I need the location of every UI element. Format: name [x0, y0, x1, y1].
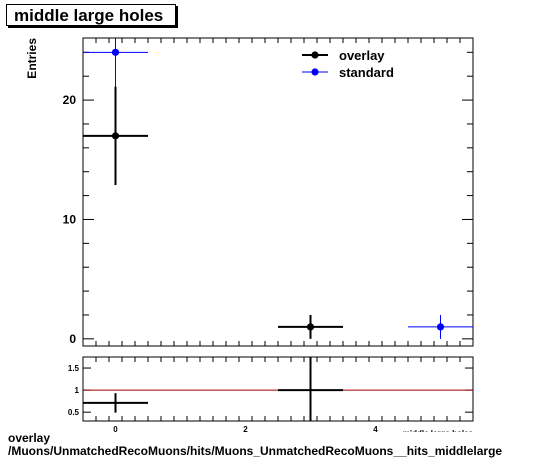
legend-entry-standard: standard — [339, 65, 394, 80]
main-plot-frame — [82, 37, 474, 347]
overlay-point — [306, 323, 315, 331]
main-y-tick-label: 10 — [63, 212, 77, 226]
footer-caption: overlay /Muons/UnmatchedRecoMuons/hits/M… — [8, 432, 502, 458]
ratio-x-tick-label: 4 — [373, 425, 378, 432]
ratio-y-tick-label: 0.5 — [68, 408, 80, 417]
ratio-plot-frame — [82, 356, 474, 422]
chart-title: middle large holes — [6, 4, 176, 26]
main-y-tick-label: 20 — [63, 93, 77, 107]
chart-plot: 0 10 20 0.5 1 1.5 0 2 4 Entries middle large holes… — [25, 37, 474, 432]
legend-marker-point — [311, 68, 319, 76]
standard-point — [111, 48, 120, 56]
main-y-tick-label: 0 — [69, 332, 76, 346]
ratio-y-tick-label: 1 — [75, 386, 80, 395]
legend-entry-overlay: overlay — [339, 48, 385, 63]
ratio-x-axis-label: middle large holes — [403, 429, 474, 432]
overlay-point — [111, 132, 120, 140]
ratio-y-tick-label: 1.5 — [68, 364, 80, 373]
standard-point — [436, 323, 445, 331]
footer-line-1: overlay — [8, 431, 51, 445]
ratio-x-tick-label: 2 — [243, 425, 248, 432]
footer-line-2: /Muons/UnmatchedRecoMuons/hits/Muons_Unm… — [8, 444, 503, 458]
main-y-axis-label: Entries — [25, 38, 39, 79]
ratio-x-tick-label: 0 — [113, 425, 118, 432]
legend-marker-point — [311, 51, 319, 59]
